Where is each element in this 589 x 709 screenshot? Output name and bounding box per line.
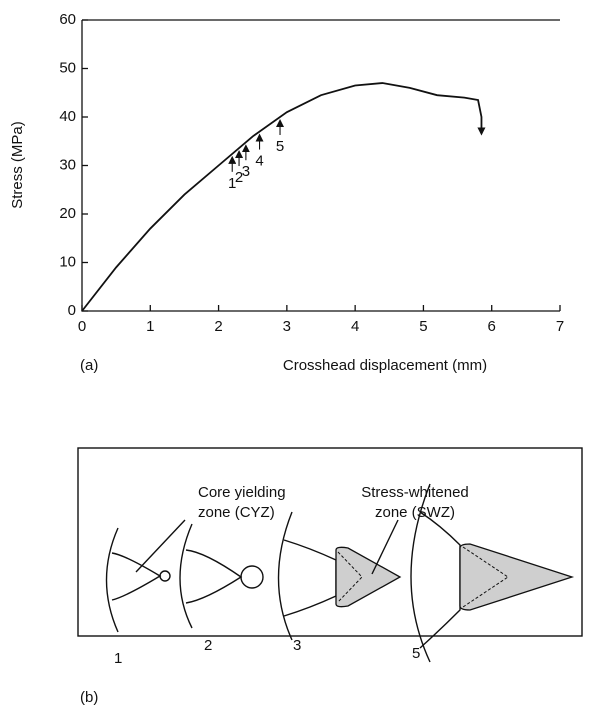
cyz-zone [111,552,162,601]
swz-inner [462,546,509,608]
marker-label: 4 [255,153,263,170]
stage-label: 2 [204,637,212,654]
marker-label: 2 [235,169,243,186]
y-tick-label: 20 [59,205,76,222]
front-arc [179,523,193,629]
front-arc [410,483,431,663]
swz-zone [335,546,402,608]
stage-label: 1 [114,650,122,667]
y-axis-label: Stress (MPa) [9,121,26,209]
x-tick-label: 4 [351,318,359,335]
cyz-zone [283,539,337,617]
x-tick-label: 7 [556,318,564,335]
y-tick-label: 60 [59,11,76,28]
marker-label: 3 [242,163,250,180]
stage-label: 5 [412,645,420,662]
stage-label: 3 [293,637,301,654]
cyz-zone [185,549,243,604]
x-tick-label: 1 [146,318,154,335]
y-tick-label: 0 [68,302,76,319]
swz-inner [337,551,363,603]
plot-frame [81,19,560,312]
marker-label: 1 [228,175,236,192]
swz-label: Stress-whitened [361,484,469,501]
cyz-label: zone (CYZ) [198,504,275,521]
diagram-frame [77,447,583,637]
x-tick-label: 6 [488,318,496,335]
y-tick-label: 10 [59,253,76,270]
cyz-label: Core yielding [198,484,286,501]
y-tick-label: 30 [59,156,76,173]
leader-line [371,519,399,575]
x-tick-label: 3 [283,318,291,335]
diagram: Core yielding zone (CYZ) Stress-whitened… [77,447,583,706]
swz-zone [459,543,575,611]
swz-circle [240,565,264,589]
cyz-zone [419,511,461,649]
y-tick-label: 40 [59,108,76,125]
panel-label: (b) [80,689,98,706]
y-tick-label: 50 [59,59,76,76]
x-tick-label: 2 [214,318,222,335]
marker-label: 5 [276,138,284,155]
swz-label: zone (SWZ) [375,504,455,521]
x-axis-label: Crosshead displacement (mm) [283,357,487,374]
front-arc [277,511,293,641]
front-arc [105,527,119,633]
x-tick-label: 5 [419,318,427,335]
leader-line [135,519,186,573]
panel-label: (a) [80,357,98,374]
swz-circle [159,570,171,582]
x-tick-label: 0 [78,318,86,335]
stress-curve [81,82,486,312]
